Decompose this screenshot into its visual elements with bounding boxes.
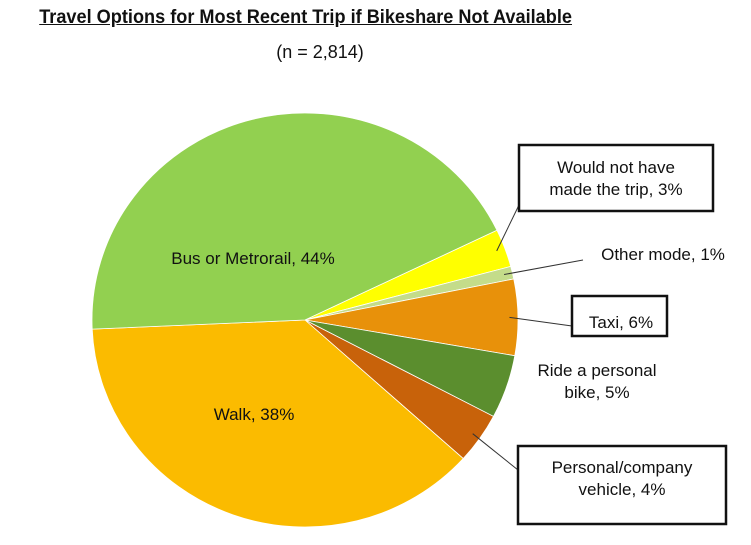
leader-line-personal-company-vehicle bbox=[472, 433, 519, 471]
data-label-walk: Walk, 38% bbox=[214, 405, 295, 424]
label-box-personal-company-vehicle bbox=[516, 444, 728, 526]
pie-slice-bus-or-metrorail bbox=[91, 112, 498, 330]
data-label-personal-company-vehicle: Personal/company vehicle, 4% bbox=[552, 458, 693, 499]
chart-subtitle: (n = 2,814) bbox=[276, 42, 364, 62]
leader-line-would-not-have-made-the-trip bbox=[496, 204, 520, 252]
data-label-would-not-have-made-the-trip: Would not have made the trip, 3% bbox=[549, 158, 682, 199]
label-box-would-not-have-made-the-trip bbox=[517, 143, 715, 213]
pie-slice-walk bbox=[91, 319, 464, 528]
chart-title: Travel Options for Most Recent Trip if B… bbox=[39, 6, 572, 28]
data-label-other-mode: Other mode, 1% bbox=[601, 245, 725, 264]
leader-line-taxi bbox=[509, 316, 573, 327]
data-label-bus-or-metrorail: Bus or Metrorail, 44% bbox=[171, 249, 334, 268]
label-box-taxi bbox=[570, 294, 669, 338]
data-label-taxi: Taxi, 6% bbox=[589, 313, 653, 332]
leader-line-other-mode bbox=[503, 259, 584, 276]
data-label-ride-a-personal-bike: Ride a personal bike, 5% bbox=[537, 361, 656, 402]
